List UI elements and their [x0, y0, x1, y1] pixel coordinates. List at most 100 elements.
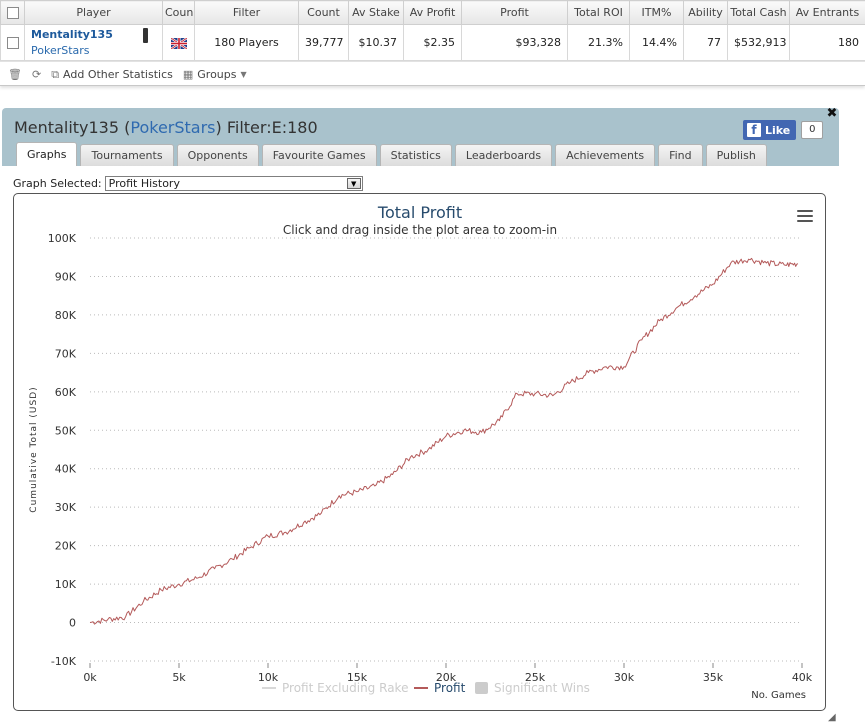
uk-flag-icon: [170, 37, 187, 49]
panel-site-open: (: [119, 118, 131, 137]
stats-table: Player Coun Filter Count Av Stake Av Pro…: [0, 0, 865, 61]
y-tick-label: 60K: [55, 386, 77, 399]
av-entrants-cell: 180: [789, 24, 865, 61]
facebook-icon: f: [747, 123, 761, 137]
facebook-like-label: Like: [765, 123, 791, 137]
chevron-down-icon[interactable]: ▼: [346, 178, 361, 189]
y-tick-label: 90K: [55, 270, 77, 283]
column-header-count[interactable]: Count: [298, 0, 349, 25]
column-header-av-profit[interactable]: Av Profit: [403, 0, 462, 25]
itm-cell: 14.4%: [629, 24, 684, 61]
x-tick-label: 15k: [347, 671, 368, 684]
graph-select-value: Profit History: [108, 177, 180, 190]
table-header-row: Player Coun Filter Count Av Stake Av Pro…: [0, 0, 865, 25]
column-header-av-entrants[interactable]: Av Entrants: [789, 0, 865, 25]
x-tick-label: 30k: [614, 671, 635, 684]
y-tick-label: 40K: [55, 463, 77, 476]
add-other-statistics-label: Add Other Statistics: [63, 68, 173, 81]
column-header-profit[interactable]: Profit: [461, 0, 568, 25]
tab-favourite-games[interactable]: Favourite Games: [261, 144, 377, 166]
country-cell: [162, 24, 195, 61]
graphs-tab-content: Graph Selected: Profit History ▼ Total P…: [2, 166, 839, 722]
chart-menu-icon[interactable]: [797, 210, 813, 222]
mobile-phone-icon: [143, 28, 148, 43]
y-tick-label: 80K: [55, 309, 77, 322]
legend-item-profit-excluding-rake[interactable]: Profit Excluding Rake: [282, 681, 408, 695]
chart-title: Total Profit: [377, 203, 462, 222]
player-name-link[interactable]: Mentality135: [31, 28, 113, 41]
add-stats-icon: ⧉: [51, 67, 60, 81]
graph-select-dropdown[interactable]: Profit History ▼: [104, 176, 363, 191]
profit-chart[interactable]: Total Profit Click and drag inside the pl…: [13, 193, 826, 711]
groups-icon: ▦: [182, 68, 194, 81]
table-row: Mentality135 PokerStars 180 Players 39,7…: [0, 24, 865, 61]
column-header-av-stake[interactable]: Av Stake: [348, 0, 404, 25]
tab-find[interactable]: Find: [658, 144, 703, 166]
graph-selector: Graph Selected: Profit History ▼: [13, 176, 363, 191]
row-select-cell[interactable]: [0, 24, 25, 61]
av-profit-cell: $2.35: [403, 24, 462, 61]
tab-graphs[interactable]: Graphs: [16, 142, 78, 166]
tab-leaderboards[interactable]: Leaderboards: [454, 144, 553, 166]
y-tick-label: 100K: [48, 232, 77, 245]
panel-site-close: ): [215, 118, 222, 137]
y-tick-label: -10K: [51, 655, 77, 668]
tab-statistics[interactable]: Statistics: [379, 144, 452, 166]
groups-label: Groups: [197, 68, 237, 81]
column-header-filter[interactable]: Filter: [194, 0, 299, 25]
player-panel: Mentality135 (PokerStars) Filter:E:180 ✖…: [2, 106, 839, 722]
column-header-itm[interactable]: ITM%: [629, 0, 684, 25]
total-cash-cell: $532,913: [727, 24, 790, 61]
ability-cell: 77: [683, 24, 728, 61]
column-header-player[interactable]: Player: [24, 0, 163, 25]
close-icon[interactable]: ✖: [826, 106, 838, 121]
filter-cell: 180 Players: [194, 24, 299, 61]
tab-tournaments[interactable]: Tournaments: [80, 144, 174, 166]
column-header-total-roi[interactable]: Total ROI: [567, 0, 630, 25]
panel-filter-label: Filter:E:180: [221, 118, 318, 137]
graph-selected-label: Graph Selected:: [13, 177, 102, 190]
facebook-like-count: 0: [801, 121, 824, 139]
select-all-checkbox[interactable]: [6, 7, 19, 19]
facebook-like-button[interactable]: f Like: [743, 120, 797, 140]
y-tick-label: 70K: [55, 347, 77, 360]
tab-publish[interactable]: Publish: [705, 144, 767, 166]
y-tick-label: 50K: [55, 424, 77, 437]
x-tick-label: 35k: [703, 671, 724, 684]
y-tick-label: 0: [69, 617, 76, 630]
add-other-statistics-button[interactable]: ⧉ Add Other Statistics: [51, 68, 173, 82]
legend-symbol-significant-wins: [475, 682, 488, 694]
chevron-down-icon: ▼: [240, 70, 247, 79]
x-tick-label: 25k: [525, 671, 546, 684]
stats-table-panel: Player Coun Filter Count Av Stake Av Pro…: [0, 0, 865, 86]
y-tick-label: 20K: [55, 540, 77, 553]
x-tick-label: 20k: [436, 671, 457, 684]
player-site-link[interactable]: PokerStars: [31, 44, 90, 57]
select-all-cell[interactable]: [0, 0, 25, 25]
column-header-ability[interactable]: Ability: [683, 0, 728, 25]
chart-subtitle: Click and drag inside the plot area to z…: [283, 223, 557, 237]
profit-series-line: [89, 257, 799, 625]
y-tick-label: 30K: [55, 501, 77, 514]
tab-achievements[interactable]: Achievements: [555, 144, 656, 166]
column-header-total-cash[interactable]: Total Cash: [727, 0, 790, 25]
x-tick-label: 5k: [172, 671, 186, 684]
groups-dropdown[interactable]: ▦ Groups ▼: [183, 68, 247, 81]
refresh-icon[interactable]: ⟳: [31, 68, 42, 81]
panel-player-name: Mentality135: [14, 118, 120, 137]
trash-icon[interactable]: 🗑: [8, 68, 22, 81]
panel-site-link[interactable]: PokerStars: [130, 118, 216, 137]
facebook-like-widget: f Like 0: [743, 120, 824, 140]
row-checkbox[interactable]: [7, 37, 19, 49]
stats-toolbar: 🗑 ⟳ ⧉ Add Other Statistics ▦ Groups ▼: [0, 61, 865, 87]
legend-item-significant-wins[interactable]: Significant Wins: [494, 681, 590, 695]
resize-grip-icon[interactable]: ◢: [828, 712, 836, 723]
panel-title: Mentality135 (PokerStars) Filter:E:180: [14, 118, 318, 137]
total-roi-cell: 21.3%: [567, 24, 630, 61]
count-cell: 39,777: [298, 24, 349, 61]
legend-item-profit[interactable]: Profit: [434, 681, 466, 695]
column-header-country[interactable]: Coun: [162, 0, 195, 25]
tab-opponents[interactable]: Opponents: [176, 144, 259, 166]
y-tick-label: 10K: [55, 578, 77, 591]
